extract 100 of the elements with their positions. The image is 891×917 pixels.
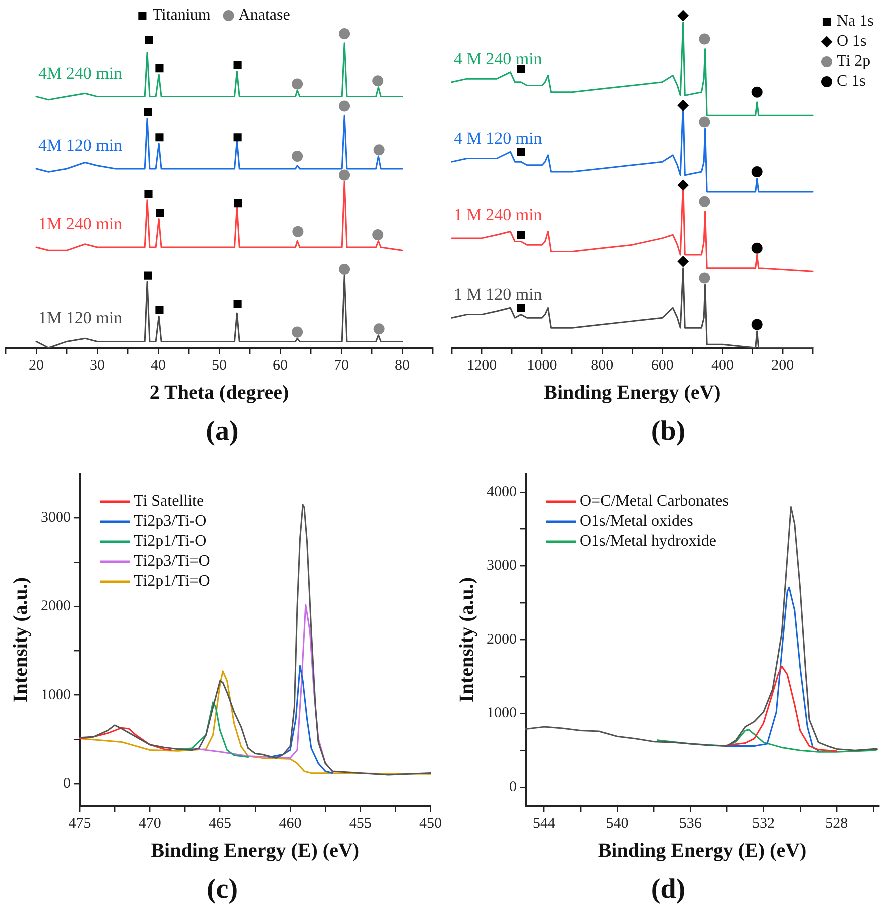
- x-tick-label: 460: [279, 816, 302, 832]
- x-tick-label: 200: [772, 358, 794, 374]
- legend-label: Anatase: [238, 7, 290, 24]
- y-tick-label: 0: [64, 776, 71, 792]
- x-tick-label: 80: [395, 358, 410, 374]
- x-tick-label: 1200: [467, 358, 498, 374]
- point: [145, 36, 154, 44]
- x-axis-title: Binding Energy (eV): [544, 382, 721, 404]
- y-tick-label: 1000: [41, 687, 71, 704]
- x-tick-label: 60: [273, 358, 288, 374]
- y-axis-title: Intensity (a.u.): [10, 577, 32, 703]
- point: [752, 242, 763, 254]
- x-tick-label: 465: [209, 816, 232, 832]
- point: [234, 61, 242, 70]
- point: [234, 200, 242, 208]
- x-axis-title: Binding Energy (E) (eV): [151, 840, 360, 862]
- point: [699, 116, 710, 128]
- x-tick-label: 455: [349, 816, 372, 832]
- point: [752, 86, 763, 98]
- legend-label: O1s/Metal hydroxide: [580, 533, 716, 550]
- point: [752, 166, 763, 178]
- legend-label: Ti2p1/Ti-O: [134, 533, 207, 550]
- x-tick-label: 30: [90, 358, 105, 374]
- x-axis-title: Binding Energy (E) (eV): [598, 840, 807, 862]
- legend-label: Ti2p3/Ti=O: [134, 553, 210, 570]
- y-tick-label: 3000: [487, 558, 517, 574]
- x-tick-label: 544: [533, 816, 556, 832]
- series-label: 4 M 120 min: [454, 129, 543, 148]
- y-tick-label: 4000: [487, 484, 517, 500]
- point: [234, 134, 242, 142]
- x-tick-label: 600: [651, 358, 674, 374]
- x-tick-label: 70: [334, 358, 349, 374]
- text: (d): [650, 873, 687, 907]
- point: [678, 256, 689, 268]
- x-tick-label: 528: [826, 816, 848, 832]
- x-axis-title: 2 Theta (degree): [150, 382, 290, 404]
- point: [144, 272, 152, 280]
- y-tick-label: 1000: [487, 706, 517, 722]
- legend-label: Titanium: [152, 7, 212, 24]
- legend-label: Na 1s: [837, 13, 874, 30]
- point: [678, 10, 689, 22]
- point: [339, 28, 350, 40]
- point: [517, 65, 526, 74]
- point: [144, 190, 153, 198]
- point: [339, 170, 350, 181]
- series-label: 4M 240 min: [38, 64, 124, 83]
- series-label: 4 M 240 min: [454, 49, 543, 68]
- x-tick-label: 800: [591, 358, 614, 374]
- point: [374, 324, 385, 335]
- point: [156, 306, 164, 314]
- x-tick-label: 470: [138, 816, 162, 832]
- series-label: 4M 120 min: [38, 136, 124, 155]
- x-tick-label: 475: [68, 816, 92, 832]
- point: [372, 76, 384, 87]
- point: [156, 134, 164, 142]
- point: [517, 304, 526, 312]
- series-label: 1M 240 min: [38, 214, 124, 234]
- x-tick-label: 50: [212, 358, 227, 374]
- point: [156, 64, 164, 73]
- point: [234, 300, 242, 308]
- point: [292, 226, 304, 238]
- legend-label: Ti 2p: [837, 53, 871, 70]
- x-tick-label: 532: [752, 816, 776, 832]
- x-tick-label: 540: [606, 816, 629, 832]
- point: [292, 326, 304, 338]
- text: (a): [205, 415, 240, 449]
- x-tick-label: 450: [420, 816, 442, 832]
- y-tick-label: 3000: [41, 510, 71, 526]
- x-tick-label: 40: [151, 358, 166, 374]
- x-tick-label: 1000: [527, 358, 558, 374]
- legend-label: Ti2p1/Ti=O: [134, 573, 210, 590]
- point: [678, 100, 689, 112]
- point: [678, 180, 689, 191]
- point: [292, 78, 304, 90]
- text: (c): [206, 873, 240, 907]
- point: [144, 108, 152, 117]
- point: [752, 319, 763, 330]
- point: [699, 272, 710, 284]
- point: [372, 229, 384, 240]
- y-tick-label: 0: [510, 779, 517, 796]
- point: [339, 100, 350, 112]
- legend-label: Ti2p3/Ti-O: [134, 513, 207, 530]
- x-tick-label: 400: [712, 358, 734, 374]
- y-tick-label: 2000: [487, 632, 517, 648]
- point: [374, 144, 385, 156]
- series-label: 1M 120 min: [38, 308, 124, 328]
- y-tick-label: 2000: [41, 598, 71, 615]
- point: [517, 148, 526, 156]
- point: [156, 208, 164, 218]
- legend-label: Ti Satellite: [134, 493, 204, 510]
- series-label: 1 M 240 min: [454, 205, 543, 224]
- legend-label: C 1s: [837, 73, 866, 90]
- x-tick-label: 20: [29, 358, 44, 374]
- x-tick-label: 536: [679, 816, 702, 832]
- point: [339, 264, 350, 275]
- point: [699, 34, 710, 45]
- legend-label: O=C/Metal Carbonates: [580, 493, 729, 510]
- text: (b): [650, 415, 687, 449]
- legend-label: O 1s: [837, 33, 867, 50]
- y-axis-title: Intensity (a.u.): [456, 577, 478, 703]
